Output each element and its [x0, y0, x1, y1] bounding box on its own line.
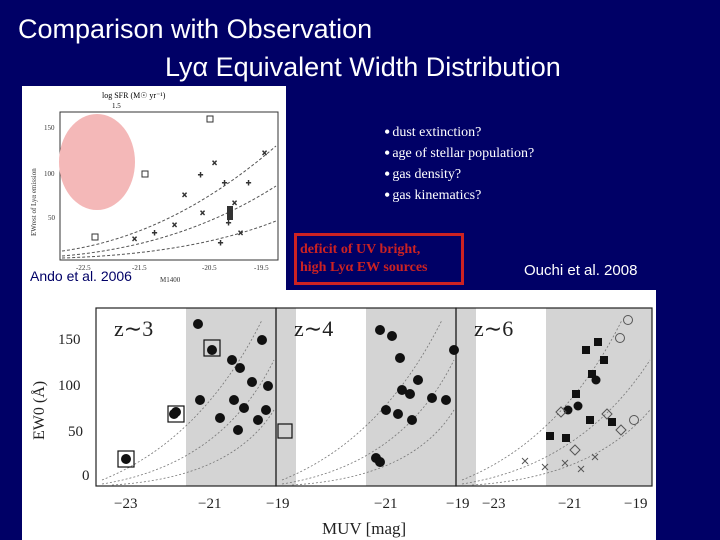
- x-tick: −19: [624, 496, 647, 512]
- svg-text:+: +: [152, 228, 157, 238]
- ew-y-tick-50: 50: [68, 424, 83, 440]
- x-tick: −21: [374, 496, 397, 512]
- svg-text:×: ×: [238, 228, 243, 238]
- slide-title-line2: Lyα Equivalent Width Distribution: [165, 52, 561, 82]
- ouchi-figure: z∼3 z∼4 z∼6 150 100 50 0 EW0 (Å) −23 −21…: [30, 307, 653, 538]
- ando-y-tick-3: 50: [48, 214, 56, 222]
- x-tick: −23: [482, 496, 505, 512]
- ando-x-tick-4: -19.5: [254, 264, 269, 272]
- ando-y-axis-label: EWrest of Lyα emission: [30, 168, 38, 236]
- ando-x-tick-2: -21.5: [132, 264, 147, 272]
- ando-y-tick-1: 150: [44, 124, 55, 132]
- svg-text:+: +: [222, 178, 227, 188]
- slide-title-line1: Comparison with Observation: [18, 14, 373, 44]
- ando-top-axis-label: log SFR (M☉ yr⁻¹): [102, 91, 166, 100]
- x-tick: −19: [266, 496, 289, 512]
- svg-text:+: +: [226, 218, 231, 228]
- svg-text:×: ×: [182, 190, 187, 200]
- bullet-item: • dust extinction?: [384, 122, 482, 142]
- x-tick: −21: [198, 496, 221, 512]
- bullet-item: • gas kinematics?: [384, 185, 482, 205]
- deficit-callout: deficit of UV bright, high Lyα EW source…: [294, 233, 464, 285]
- panel-label-z6: z∼6: [474, 316, 513, 341]
- ando-x-tick-1: -22.5: [76, 264, 91, 272]
- svg-text:×: ×: [232, 198, 237, 208]
- x-tick: −23: [114, 496, 137, 512]
- muv-x-axis-label: MUV [mag]: [322, 519, 406, 538]
- svg-text:+: +: [218, 238, 223, 248]
- ando-highlight-region: [59, 114, 135, 210]
- svg-text:×: ×: [262, 148, 267, 158]
- svg-text:+: +: [246, 178, 251, 188]
- ew-y-tick-150: 150: [58, 332, 81, 348]
- bullet-item: • gas density?: [384, 164, 462, 184]
- svg-text:×: ×: [132, 234, 137, 244]
- ando-citation: Ando et al. 2006: [30, 268, 132, 284]
- ando-y-tick-2: 100: [44, 170, 55, 178]
- ew-y-tick-100: 100: [58, 378, 81, 394]
- svg-text:+: +: [198, 170, 203, 180]
- ando-x-tick-3: -20.5: [202, 264, 217, 272]
- ando-figure: log SFR (M☉ yr⁻¹) 1.5 ×+× +×+ ××× +×× ++…: [30, 91, 279, 284]
- ando-top-tick: 1.5: [112, 102, 121, 110]
- panel-label-z4: z∼4: [294, 316, 333, 341]
- ando-x-axis-label: M1400: [160, 276, 181, 284]
- ouchi-citation: Ouchi et al. 2008: [524, 262, 638, 279]
- hypothesis-list: • dust extinction? • age of stellar popula…: [384, 122, 534, 206]
- svg-text:×: ×: [172, 220, 177, 230]
- bullet-item: • age of stellar population?: [384, 143, 535, 163]
- svg-text:×: ×: [200, 208, 205, 218]
- ew-y-tick-0: 0: [82, 468, 90, 484]
- x-tick: −19: [446, 496, 469, 512]
- x-tick: −21: [558, 496, 581, 512]
- panel-label-z3: z∼3: [114, 316, 153, 341]
- ew-y-axis-label: EW0 (Å): [30, 381, 48, 440]
- svg-text:×: ×: [212, 158, 217, 168]
